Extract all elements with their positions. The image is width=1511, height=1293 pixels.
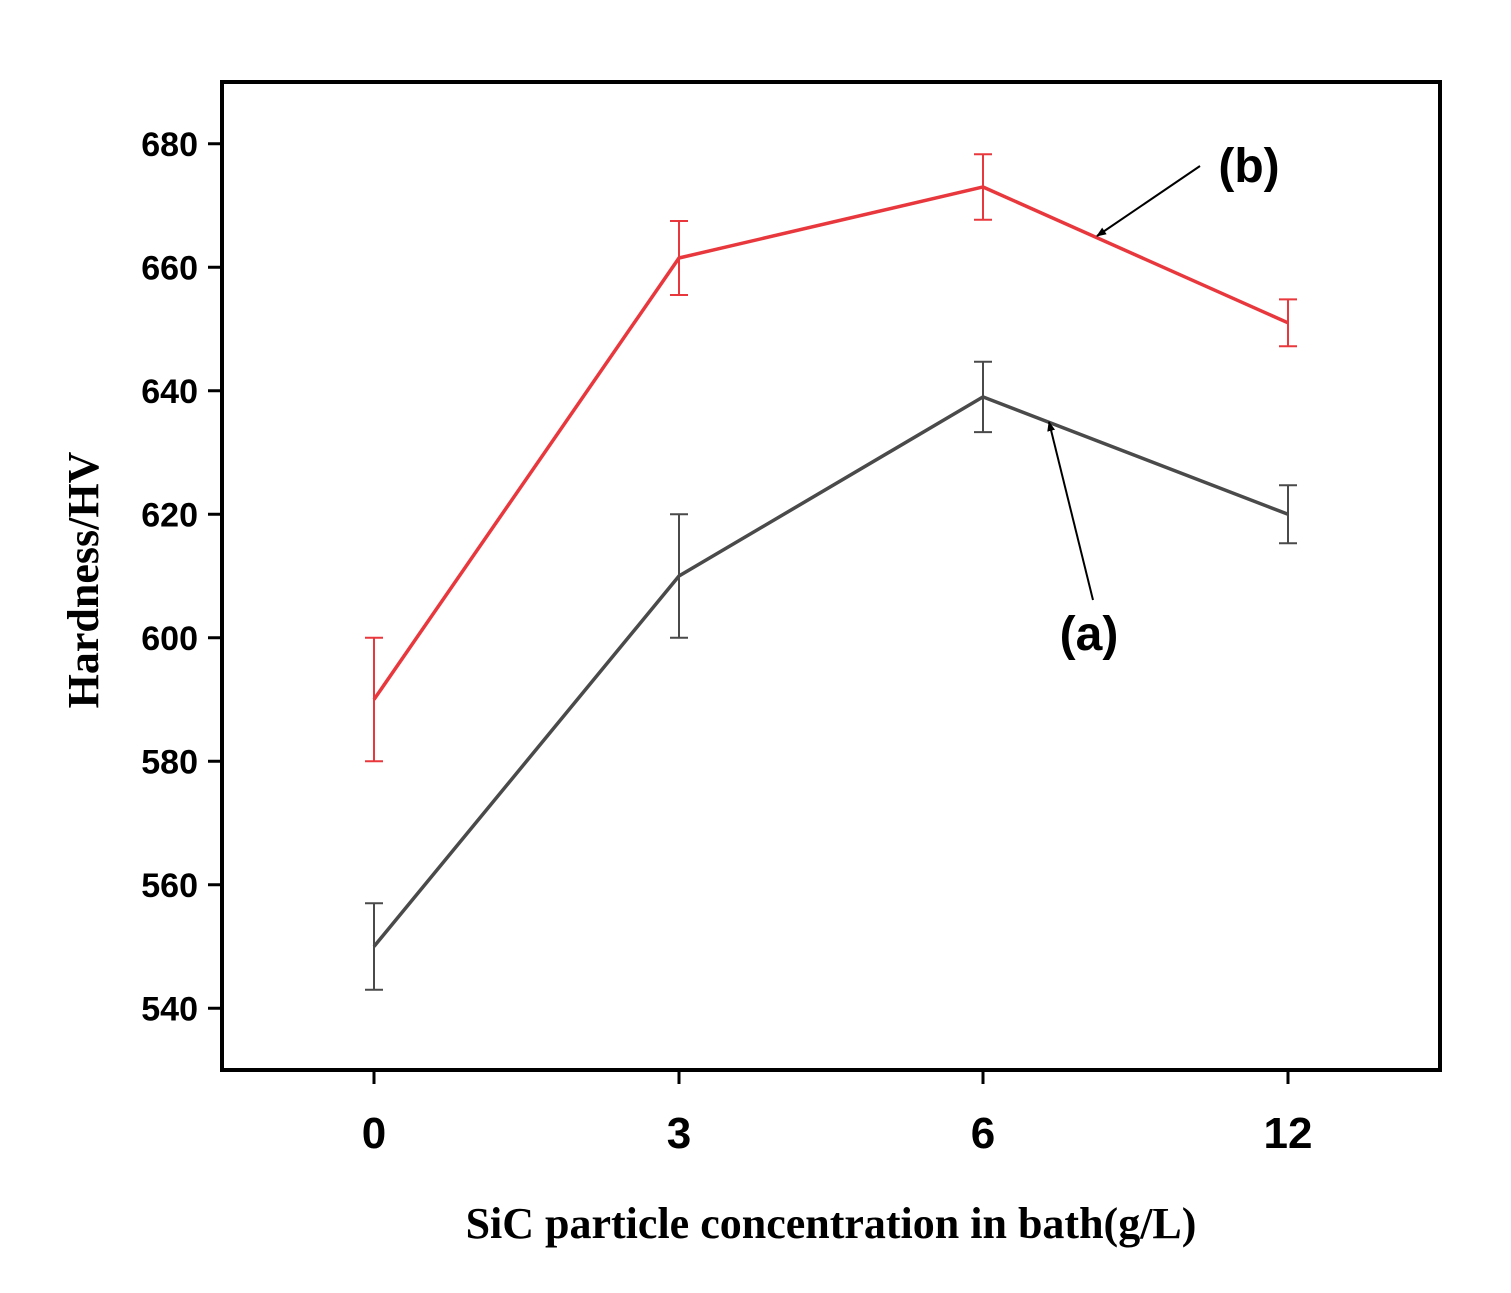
annotations: (a) (b) <box>1047 140 1280 661</box>
plot-frame <box>220 80 1442 1072</box>
x-tick-label: 3 <box>667 1109 691 1158</box>
y-tick-label: 600 <box>141 620 198 658</box>
x-axis: 0 3 6 12 <box>362 1070 1313 1158</box>
y-tick-label: 580 <box>141 743 198 781</box>
y-axis-title: Hardness/HV <box>59 451 108 708</box>
annotation-a: (a) <box>1060 608 1119 661</box>
series-b <box>365 153 1297 763</box>
series-layer <box>365 153 1297 991</box>
y-tick-label: 660 <box>141 249 198 287</box>
series-a <box>365 360 1297 991</box>
y-tick-label: 620 <box>141 496 198 534</box>
y-axis: 540 560 580 600 620 640 660 680 <box>141 126 222 1028</box>
y-tick-label: 640 <box>141 373 198 411</box>
x-tick-label: 12 <box>1264 1109 1313 1158</box>
arrow-a <box>1047 421 1094 601</box>
x-tick-label: 6 <box>971 1109 995 1158</box>
y-tick-label: 680 <box>141 126 198 164</box>
series-line <box>372 394 1289 948</box>
y-tick-label: 540 <box>141 990 198 1028</box>
x-axis-title: SiC particle concentration in bath(g/L) <box>466 1199 1197 1248</box>
arrow-b <box>1096 165 1201 237</box>
annotation-b: (b) <box>1218 140 1279 193</box>
x-tick-label: 0 <box>362 1109 386 1158</box>
y-tick-label: 560 <box>141 867 198 905</box>
series-line <box>372 185 1289 701</box>
